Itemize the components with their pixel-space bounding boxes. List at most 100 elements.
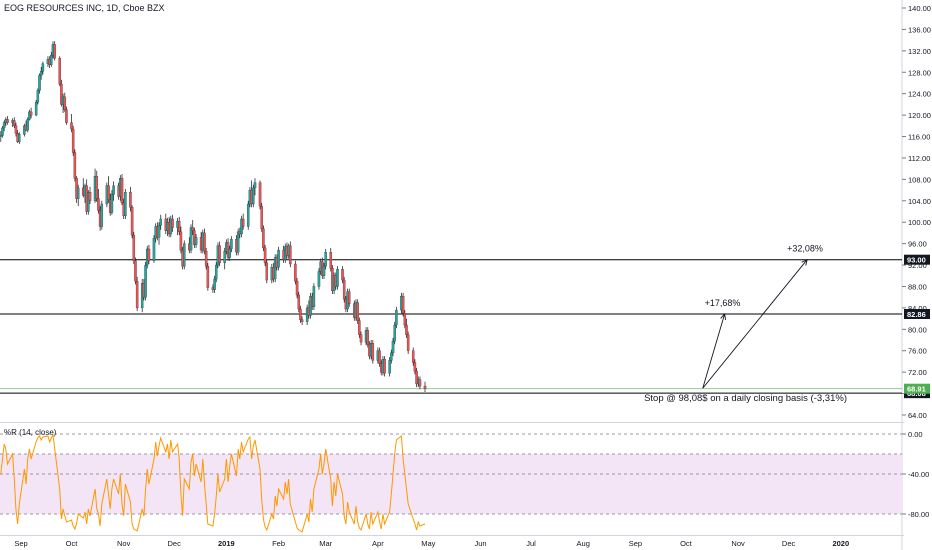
candle-body[interactable] [107,185,110,200]
projection-arrow[interactable] [702,259,808,389]
candle-body[interactable] [297,294,300,310]
candle-body[interactable] [134,260,137,282]
candle-body[interactable] [112,185,115,195]
candle-body[interactable] [39,71,43,76]
candle-body[interactable] [413,362,417,372]
candle-body[interactable] [194,237,198,245]
candle-body[interactable] [88,192,92,201]
candle-body[interactable] [383,359,386,374]
candle-body[interactable] [262,228,265,249]
candle-body[interactable] [53,44,56,59]
candle-body[interactable] [63,96,67,110]
candle-body[interactable] [403,313,407,326]
candle-body[interactable] [342,279,346,300]
candle-body[interactable] [50,54,53,65]
candle-body[interactable] [358,320,361,335]
candle-body[interactable] [34,102,38,116]
candle-body[interactable] [329,252,332,269]
candle-body[interactable] [189,227,193,251]
candle-body[interactable] [183,243,186,267]
candle-body[interactable] [273,257,277,280]
candle-body[interactable] [347,291,351,304]
candle-body[interactable] [97,198,100,211]
candle-body[interactable] [65,109,68,123]
candle-body[interactable] [395,309,398,326]
candle-body[interactable] [300,319,304,322]
candle-body[interactable] [418,379,422,387]
candle-body[interactable] [130,207,134,236]
candle-body[interactable] [157,225,161,238]
candle-body[interactable] [110,194,114,213]
candle-body[interactable] [177,220,181,233]
candle-body[interactable] [356,302,359,321]
candle-body[interactable] [405,324,408,335]
candle-body[interactable] [36,90,40,103]
candle-body[interactable] [246,203,250,227]
candle-body[interactable] [147,248,151,261]
candle-body[interactable] [415,370,418,385]
candle-body[interactable] [26,119,29,131]
candle-body[interactable] [152,238,156,261]
candle-body[interactable] [324,252,327,267]
candle-body[interactable] [29,111,33,116]
candle-body[interactable] [58,58,61,85]
candle-body[interactable] [393,324,396,342]
candle-body[interactable] [263,247,267,264]
candle-body[interactable] [28,111,31,120]
candle-body[interactable] [120,178,124,204]
candle-body[interactable] [204,250,208,267]
candle-body[interactable] [322,265,326,276]
candle-body[interactable] [295,280,299,296]
candle-body[interactable] [76,187,80,199]
candle-body[interactable] [299,308,302,320]
candle-body[interactable] [191,227,194,231]
candle-body[interactable] [241,218,245,227]
candle-body[interactable] [252,187,255,205]
candle-body[interactable] [41,63,45,72]
candle-body[interactable] [129,192,132,208]
candle-body[interactable] [391,340,395,354]
candle-body[interactable] [73,152,77,179]
projection-arrow[interactable] [702,313,726,389]
candle-body[interactable] [70,122,73,130]
candle-body[interactable] [218,245,221,264]
candle-body[interactable] [1,127,4,136]
candle-body[interactable] [312,286,316,307]
candle-body[interactable] [265,262,269,281]
candle-body[interactable] [317,271,321,287]
candle-body[interactable] [230,239,233,250]
candle-body[interactable] [124,192,127,216]
candle-body[interactable] [423,385,427,389]
candle-body[interactable] [18,134,21,143]
candle-body[interactable] [71,128,75,153]
candle-body[interactable] [2,122,6,129]
candle-body[interactable] [87,192,90,212]
candle-body[interactable] [95,176,99,199]
candle-body[interactable] [411,350,415,363]
candle-body[interactable] [341,269,344,281]
candle-body[interactable] [359,334,363,343]
candle-body[interactable] [260,205,263,229]
candle-body[interactable] [371,343,375,361]
candle-body[interactable] [294,263,297,282]
candle-body[interactable] [258,182,262,207]
candle-body[interactable] [171,218,174,228]
candle-body[interactable] [223,250,226,264]
candle-body[interactable] [14,125,18,134]
candle-body[interactable] [388,360,391,374]
candle-body[interactable] [159,218,162,226]
willr-line[interactable] [0,433,426,533]
candle-body[interactable] [60,83,63,105]
candle-body[interactable] [213,278,216,290]
candle-body[interactable] [144,264,147,298]
candle-body[interactable] [390,352,393,361]
candle-body[interactable] [277,249,280,268]
candle-body[interactable] [236,231,240,253]
candle-body[interactable] [378,350,381,364]
candle-body[interactable] [0,135,3,137]
candle-body[interactable] [179,231,183,251]
candle-body[interactable] [206,265,210,288]
candle-body[interactable] [401,295,405,314]
candle-body[interactable] [100,203,104,227]
